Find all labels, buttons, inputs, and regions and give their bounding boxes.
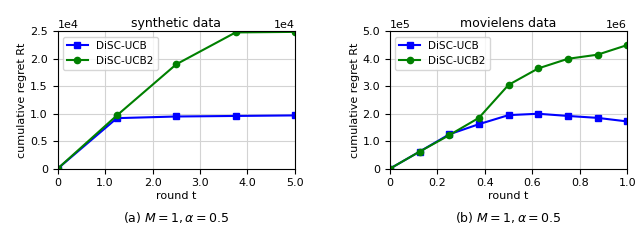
DiSC-UCB — [113, 117, 121, 120]
DiSC-UCB2 — [172, 63, 180, 66]
DiSC-UCB — [416, 150, 424, 153]
DiSC-UCB2 — [291, 30, 299, 33]
Line: DiSC-UCB: DiSC-UCB — [387, 111, 630, 172]
Text: (a) $M=1, \alpha=0.5$: (a) $M=1, \alpha=0.5$ — [123, 210, 229, 225]
DiSC-UCB2 — [54, 167, 61, 170]
DiSC-UCB — [291, 114, 299, 117]
DiSC-UCB — [232, 114, 239, 117]
DiSC-UCB2 — [623, 44, 631, 47]
DiSC-UCB2 — [475, 116, 483, 119]
Line: DiSC-UCB2: DiSC-UCB2 — [387, 42, 630, 172]
DiSC-UCB2 — [534, 67, 542, 70]
DiSC-UCB2 — [386, 167, 394, 170]
DiSC-UCB — [534, 112, 542, 115]
DiSC-UCB — [54, 167, 61, 170]
DiSC-UCB — [475, 123, 483, 126]
DiSC-UCB — [594, 116, 602, 119]
DiSC-UCB2 — [505, 83, 513, 86]
DiSC-UCB2 — [594, 53, 602, 56]
DiSC-UCB2 — [113, 114, 121, 117]
DiSC-UCB2 — [445, 134, 453, 137]
Text: 1e4: 1e4 — [274, 20, 295, 30]
DiSC-UCB — [445, 133, 453, 136]
Text: 1e6: 1e6 — [606, 20, 627, 30]
DiSC-UCB2 — [232, 31, 239, 34]
Line: DiSC-UCB: DiSC-UCB — [54, 112, 298, 172]
Y-axis label: cumulative regret Rt: cumulative regret Rt — [349, 42, 360, 158]
DiSC-UCB — [505, 114, 513, 117]
X-axis label: round t: round t — [156, 191, 196, 201]
X-axis label: round t: round t — [488, 191, 529, 201]
Line: DiSC-UCB2: DiSC-UCB2 — [54, 29, 298, 172]
Legend: DiSC-UCB, DiSC-UCB2: DiSC-UCB, DiSC-UCB2 — [63, 37, 157, 70]
Y-axis label: cumulative regret Rt: cumulative regret Rt — [17, 42, 28, 158]
Text: (b) $M=1, \alpha=0.5$: (b) $M=1, \alpha=0.5$ — [455, 210, 562, 225]
Title: movielens data: movielens data — [460, 17, 557, 30]
DiSC-UCB — [564, 114, 572, 117]
DiSC-UCB2 — [564, 57, 572, 60]
Text: 1e5: 1e5 — [390, 20, 411, 30]
Title: synthetic data: synthetic data — [131, 17, 221, 30]
DiSC-UCB — [172, 115, 180, 118]
Legend: DiSC-UCB, DiSC-UCB2: DiSC-UCB, DiSC-UCB2 — [395, 37, 490, 70]
DiSC-UCB2 — [416, 150, 424, 153]
DiSC-UCB — [386, 167, 394, 170]
Text: 1e4: 1e4 — [58, 20, 79, 30]
DiSC-UCB — [623, 120, 631, 123]
